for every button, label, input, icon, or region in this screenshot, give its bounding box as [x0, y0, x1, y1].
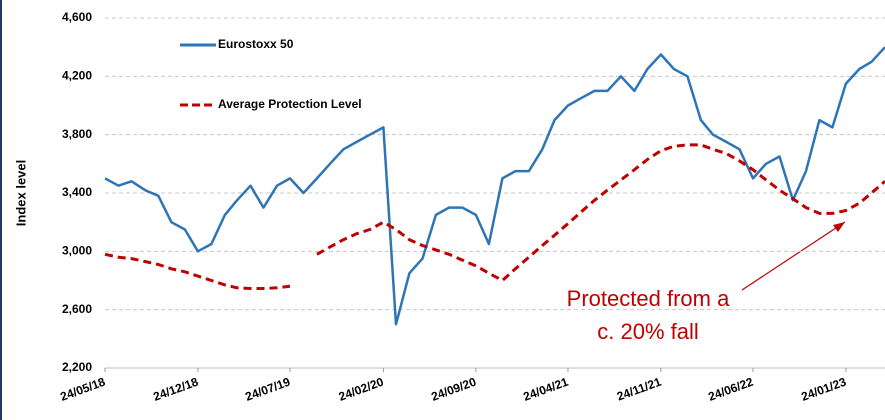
legend-label: Eurostoxx 50 — [218, 37, 294, 51]
y-tick-label: 2,200 — [62, 360, 92, 374]
y-tick-label: 3,000 — [62, 244, 92, 258]
y-tick-label: 4,200 — [62, 69, 92, 83]
y-tick-label: 4,600 — [62, 10, 92, 24]
annotation-arrow — [741, 221, 846, 291]
annotation-text: c. 20% fall — [597, 319, 699, 344]
series-line — [104, 143, 885, 290]
annotation-arrowhead — [833, 222, 845, 232]
series-line — [104, 46, 885, 326]
y-axis-label: Index level — [13, 160, 28, 226]
annotation-text: Protected from a — [567, 286, 730, 311]
y-tick-label: 3,400 — [62, 185, 92, 199]
y-tick-label: 3,800 — [62, 127, 92, 141]
y-tick-label: 2,600 — [62, 302, 92, 316]
legend-label: Average Protection Level — [218, 97, 362, 111]
